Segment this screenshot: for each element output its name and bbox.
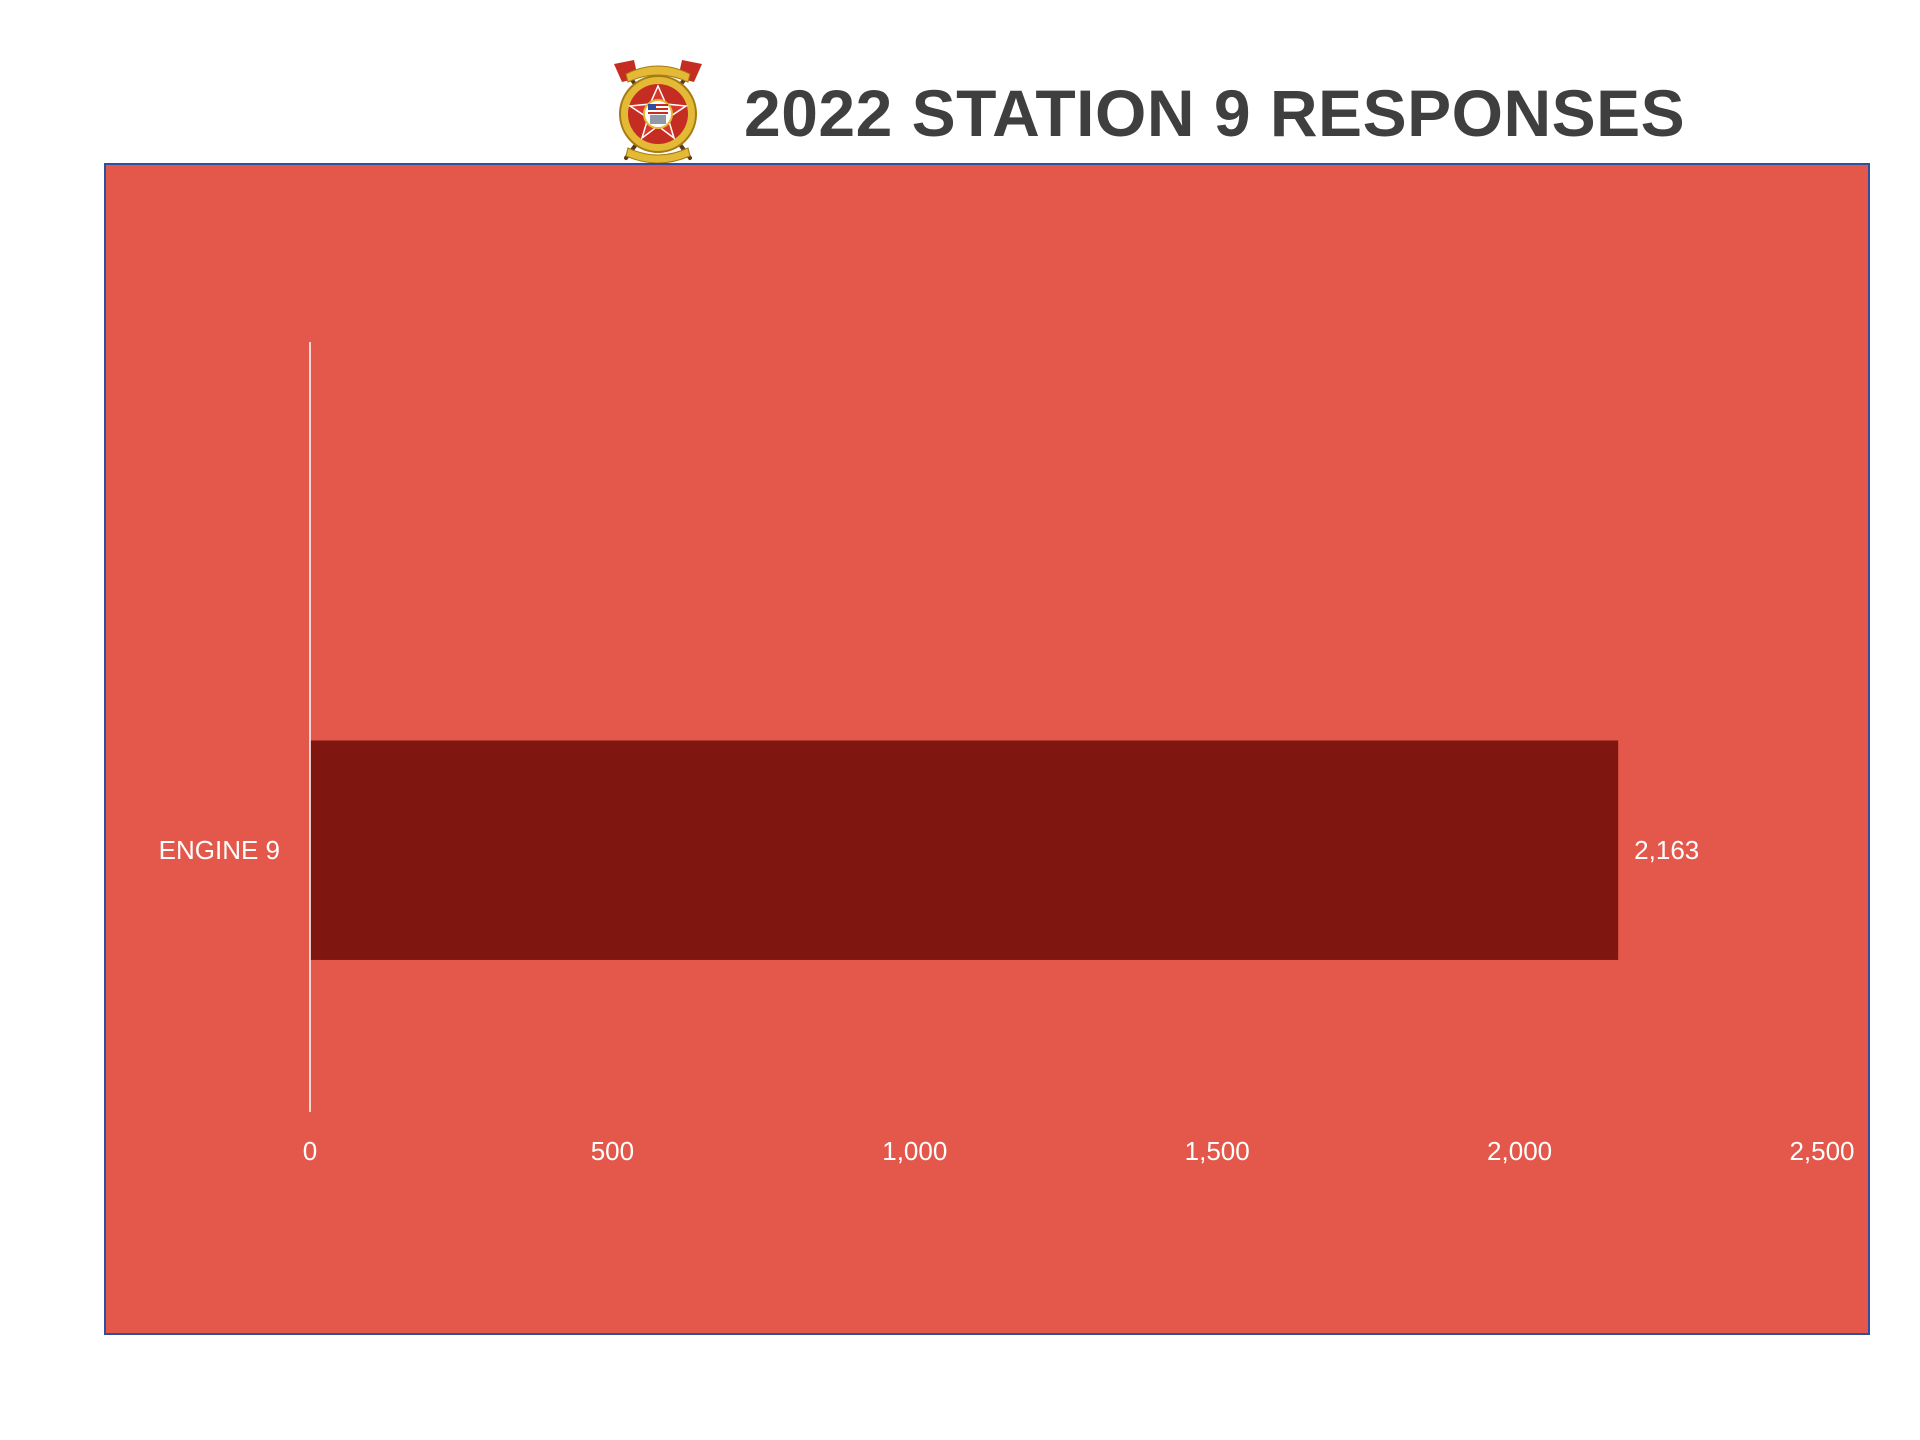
data-label: 2,163: [1634, 835, 1699, 865]
chart-header: 2022 STATION 9 RESPONSES: [608, 58, 1685, 168]
bar-engine-9: [310, 740, 1619, 960]
category-labels-group: ENGINE 9: [159, 835, 280, 865]
x-tick-label: 2,500: [1789, 1136, 1854, 1166]
x-tick-label: 2,000: [1487, 1136, 1552, 1166]
fire-department-seal-icon: [614, 60, 702, 164]
bar-chart: 0 500 1,000 1,500 2,000 2,500 ENGINE 9 2,163: [106, 165, 1868, 1333]
page-title: 2022 STATION 9 RESPONSES: [744, 76, 1686, 150]
x-tick-label: 1,000: [882, 1136, 947, 1166]
tick-labels-group: 0 500 1,000 1,500 2,000 2,500: [303, 1136, 1855, 1166]
bars-group: [310, 740, 1619, 960]
data-labels-group: 2,163: [1634, 835, 1699, 865]
x-tick-label: 500: [591, 1136, 634, 1166]
category-label: ENGINE 9: [159, 835, 280, 865]
chart-panel: 0 500 1,000 1,500 2,000 2,500 ENGINE 9 2,163: [104, 163, 1870, 1335]
x-tick-label: 0: [303, 1136, 317, 1166]
x-tick-label: 1,500: [1185, 1136, 1250, 1166]
